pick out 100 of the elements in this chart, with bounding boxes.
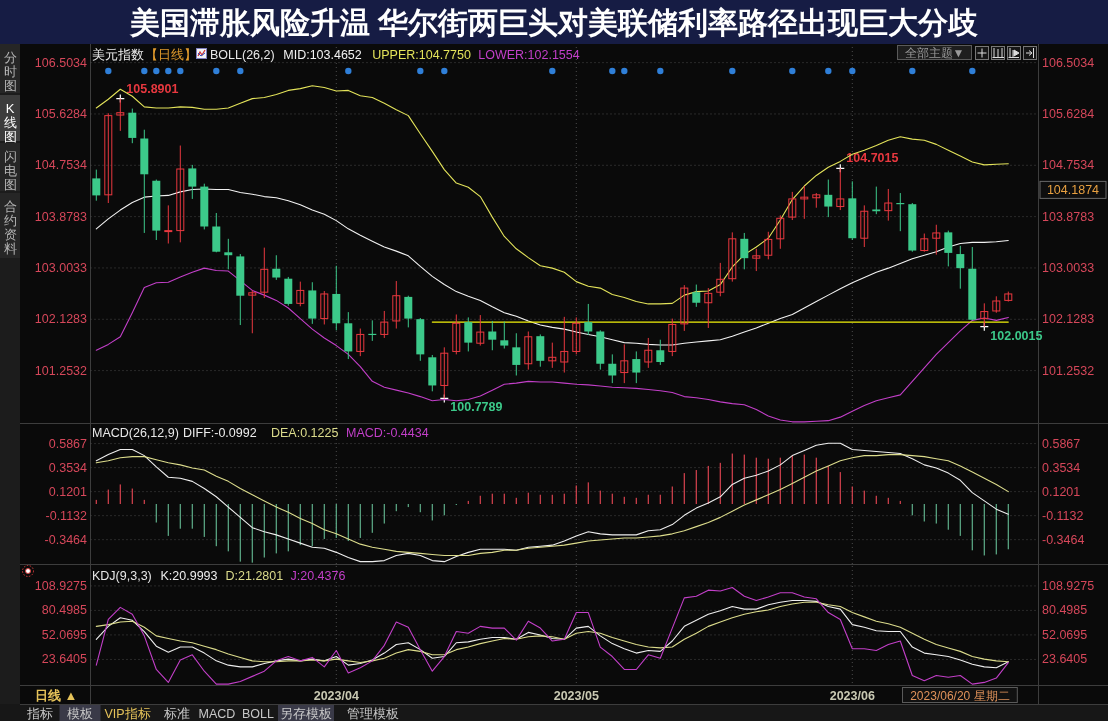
y-tick-label: 104.7534 — [34, 158, 88, 173]
text: MID:103.4652 — [283, 47, 362, 62]
annotation: 全部主题▼ — [904, 46, 965, 60]
candlestick — [776, 214, 785, 250]
text: 管理模板 — [347, 706, 399, 721]
candlestick — [248, 289, 257, 334]
candlestick — [668, 318, 677, 357]
text: BOLL — [242, 706, 275, 721]
y2-tick-label: 101.2532 — [1042, 363, 1095, 378]
y-tick-label: 105.6284 — [34, 106, 88, 121]
candlestick — [560, 316, 569, 374]
candlestick — [644, 337, 653, 369]
candlestick — [584, 303, 593, 336]
y2-tick-label: 80.4985 — [1042, 603, 1088, 618]
y-tick-label: -0.3464 — [44, 532, 88, 547]
text: 日线 ▲ — [35, 687, 78, 703]
candlestick — [404, 295, 413, 328]
y-tick-label: 80.4985 — [41, 603, 88, 618]
y2-tick-label: 0.1201 — [1042, 484, 1081, 499]
candlestick — [512, 332, 521, 376]
text: K线图 — [3, 101, 17, 144]
text: 标准 — [163, 706, 190, 721]
candlestick — [488, 320, 497, 351]
y-tick-label: 0.5867 — [48, 436, 88, 451]
y2-tick-label: 104.7534 — [1042, 158, 1095, 173]
text: DIFF:-0.0992 — [183, 426, 257, 440]
y2-tick-label: 23.6405 — [1042, 652, 1088, 667]
line-series — [95, 587, 1009, 685]
candlestick — [932, 224, 941, 256]
candlestick — [272, 254, 281, 281]
annotation: 【日线】 — [145, 46, 197, 62]
y2-tick-label: 102.1283 — [1042, 312, 1095, 327]
y-tick-label: 101.2532 — [34, 363, 88, 378]
legend-title: BOLL(26,2) — [210, 47, 275, 62]
y-tick-label: 108.9275 — [34, 578, 88, 593]
candlestick — [464, 316, 473, 352]
text: MACD — [198, 706, 236, 721]
line-series — [95, 85, 1009, 305]
y2-tick-label: 108.9275 — [1042, 578, 1095, 593]
y-tick-label: -0.1132 — [45, 508, 88, 523]
y2-tick-label: 0.3534 — [1042, 460, 1081, 475]
legend-title: KDJ(9,3,3) — [92, 568, 152, 583]
text: 104.1874 — [1046, 182, 1100, 197]
candlestick — [716, 262, 725, 297]
candlestick — [728, 231, 737, 283]
text: VIP指标 — [104, 706, 151, 721]
x-tick-label: 2023/05 — [553, 688, 599, 703]
candlestick — [752, 248, 761, 272]
y2-tick-label: 103.8783 — [1042, 209, 1095, 224]
candlestick — [356, 328, 365, 357]
candlestick — [380, 310, 389, 339]
legend-title: MACD(26,12,9) — [92, 426, 179, 440]
candlestick — [692, 284, 701, 308]
candlestick — [956, 245, 965, 290]
y-tick-label: 52.0695 — [41, 627, 88, 642]
text: 2023/06/20 星期二 — [910, 688, 1010, 703]
text: LOWER:102.1554 — [478, 47, 580, 62]
candlestick — [872, 186, 881, 215]
candlestick — [548, 342, 557, 369]
candlestick — [704, 287, 713, 329]
candlestick — [188, 164, 197, 200]
y-tick-label: 103.0033 — [34, 260, 88, 275]
candlestick — [632, 350, 641, 384]
y-tick-label: 0.3534 — [48, 460, 88, 475]
x-tick-label: 2023/06 — [829, 688, 875, 703]
candlestick — [164, 204, 173, 245]
candlestick — [800, 185, 809, 220]
candlestick — [224, 238, 233, 270]
annotation: 102.0015 — [990, 328, 1043, 343]
candlestick — [392, 280, 401, 330]
candlestick — [764, 231, 773, 260]
y2-tick-label: 52.0695 — [1042, 627, 1088, 642]
candlestick — [260, 247, 269, 299]
text: UPPER:104.7750 — [372, 47, 471, 62]
annotation: MACD:-0.4434 — [346, 426, 429, 440]
candlestick — [500, 321, 509, 349]
y-tick-label: 0.1201 — [48, 484, 88, 499]
y-tick-label: 103.8783 — [34, 209, 88, 224]
annotation: 105.8901 — [126, 81, 179, 96]
candlestick — [920, 233, 929, 253]
annotation: 100.7789 — [450, 400, 503, 415]
candlestick — [608, 353, 617, 384]
chart-title: 美国滞胀风险升温 华尔街两巨头对美联储利率路径出现巨大分歧 — [128, 6, 979, 39]
candlestick — [740, 232, 749, 270]
candlestick — [104, 112, 113, 204]
text: 模板 — [67, 706, 93, 721]
y2-tick-label: 105.6284 — [1042, 106, 1095, 121]
candlestick — [452, 313, 461, 355]
text: 合约资料 — [3, 199, 17, 256]
candlestick — [788, 191, 797, 221]
candlestick — [92, 169, 101, 202]
candlestick — [476, 314, 485, 347]
annotation: 104.7015 — [846, 151, 899, 166]
candlestick — [944, 230, 953, 267]
candlestick — [620, 343, 629, 384]
y2-tick-label: -0.1132 — [1042, 508, 1084, 523]
text: 指标 — [26, 706, 53, 721]
y2-tick-label: 106.5034 — [1042, 55, 1095, 70]
y-tick-label: 106.5034 — [34, 55, 88, 70]
candlestick — [176, 145, 185, 243]
